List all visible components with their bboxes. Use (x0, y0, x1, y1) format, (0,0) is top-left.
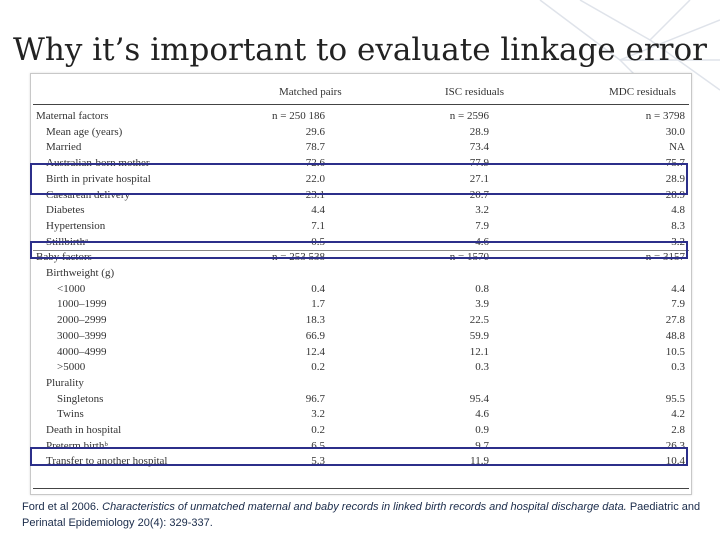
row-label: Diabetes (46, 204, 85, 217)
table-row: Death in hospital 0.2 0.9 2.8 (31, 423, 691, 439)
row-value: 4.8 (671, 204, 685, 217)
row-label: Married (46, 141, 82, 154)
row-label: Plurality (46, 376, 84, 389)
row-value: 3.2 (475, 204, 489, 217)
table-row: Plurality (31, 376, 691, 392)
row-value: 73.4 (469, 141, 489, 154)
row-label: Twins (57, 408, 84, 421)
table-row: 1000–1999 1.7 3.9 7.9 (31, 297, 691, 313)
row-value: 0.8 (475, 282, 489, 295)
row-value: 66.9 (305, 329, 325, 342)
row-value: 22.0 (305, 172, 325, 185)
row-label: 4000–4999 (57, 345, 107, 358)
row-value: 4.4 (671, 282, 685, 295)
row-value: 3.2 (311, 408, 325, 421)
row-value: 12.1 (469, 345, 489, 358)
row-value: 48.8 (665, 329, 685, 342)
row-value: 0.3 (671, 361, 685, 374)
row-label: 1000–1999 (57, 298, 107, 311)
table-row: Diabetes 4.4 3.2 4.8 (31, 203, 691, 219)
row-value: 22.5 (469, 314, 489, 327)
citation-journal: Paediatric and Perinatal Epidemiology (22, 501, 701, 529)
row-value: 1.7 (311, 298, 325, 311)
highlight-box-preterm (30, 447, 688, 466)
row-label: 2000–2999 (57, 314, 107, 327)
row-value: 18.3 (305, 314, 325, 327)
row-label: 3000–3999 (57, 329, 107, 342)
section-label: Maternal factors (36, 110, 109, 122)
row-value: 10.5 (665, 345, 685, 358)
section-count: n = 2596 (449, 110, 489, 122)
row-label: Hypertension (46, 219, 106, 232)
row-label: Birthweight (g) (46, 267, 115, 279)
row-value: 0.9 (475, 424, 489, 436)
row-value: 0.2 (311, 361, 325, 374)
table-row: 4000–4999 12.4 12.1 10.5 (31, 345, 691, 361)
row-value: 78.7 (305, 141, 325, 154)
row-value: NA (669, 141, 685, 154)
highlight-box-mother-hospital (30, 163, 688, 195)
row-value: 95.4 (469, 392, 489, 405)
column-header-matched-pairs: Matched pairs (279, 86, 342, 98)
table-row: Singletons 96.7 95.4 95.5 (31, 392, 691, 408)
table-row: 3000–3999 66.9 59.9 48.8 (31, 329, 691, 345)
table-row: Mean age (years) 29.6 28.9 30.0 (31, 125, 691, 141)
row-value: 96.7 (305, 392, 325, 405)
network-lines-decoration (539, 0, 720, 120)
row-label: Death in hospital (46, 424, 122, 436)
row-value: 4.2 (671, 408, 685, 421)
footer-rule (33, 488, 689, 489)
row-value: 8.3 (671, 219, 685, 232)
column-header-mdc-residuals: MDC residuals (609, 86, 676, 98)
section-header-row: Maternal factors n = 250 186 n = 2596 n = 3… (31, 109, 691, 125)
highlight-box-stillbirth (30, 241, 688, 259)
row-value: 28.9 (469, 125, 489, 138)
table-row: <1000 0.4 0.8 4.4 (31, 282, 691, 298)
table-row: 2000–2999 18.3 22.5 27.8 (31, 313, 691, 329)
table-row: Married 78.7 73.4 NA (31, 140, 691, 156)
section-count: n = 3798 (645, 110, 685, 122)
header-rule (33, 104, 689, 105)
table-row: >5000 0.2 0.3 0.3 (31, 360, 691, 376)
row-label: Birth in private hospital (46, 172, 151, 185)
citation-authors: Ford et al 2006. (22, 501, 100, 513)
table-row: Birth in private hospital 22.0 27.1 28.9 (31, 172, 691, 188)
citation-volume-pages: 20(4): 329-337. (137, 517, 213, 529)
row-value: 4.4 (311, 204, 325, 217)
row-value: 7.9 (671, 298, 685, 311)
row-value: 30.0 (665, 125, 685, 138)
row-label: Mean age (years) (46, 125, 123, 138)
row-label: Singletons (57, 392, 104, 405)
table-row: Birthweight (g) (31, 266, 691, 282)
row-value: 0.4 (311, 282, 325, 295)
row-label: <1000 (57, 282, 86, 295)
row-value: 2.8 (671, 424, 685, 436)
row-value: 27.8 (665, 314, 685, 327)
table-row: Twins 3.2 4.6 4.2 (31, 407, 691, 423)
row-value: 7.1 (311, 219, 325, 232)
row-value: 12.4 (305, 345, 325, 358)
source-citation: Ford et al 2006. Characteristics of unma… (22, 499, 702, 531)
row-value: 29.6 (305, 125, 325, 138)
row-value: 3.9 (475, 298, 489, 311)
section-rule (33, 250, 689, 252)
row-value: 59.9 (469, 329, 489, 342)
row-value: 0.2 (311, 424, 325, 436)
characteristics-table: Matched pairs ISC residuals MDC residual… (30, 73, 692, 495)
row-label: >5000 (57, 361, 86, 374)
section-count: n = 250 186 (272, 110, 325, 122)
row-value: 7.9 (475, 219, 489, 232)
column-header-isc-residuals: ISC residuals (445, 86, 504, 98)
table-row: Hypertension 7.1 7.9 8.3 (31, 219, 691, 235)
row-value: 0.3 (475, 361, 489, 374)
row-value: 95.5 (665, 392, 685, 405)
slide-title: Why it’s important to evaluate linkage e… (13, 32, 707, 68)
row-value: 27.1 (469, 172, 489, 185)
citation-article-title: Characteristics of unmatched maternal an… (102, 501, 627, 513)
row-value: 28.9 (665, 172, 685, 185)
row-value: 4.6 (475, 408, 489, 421)
